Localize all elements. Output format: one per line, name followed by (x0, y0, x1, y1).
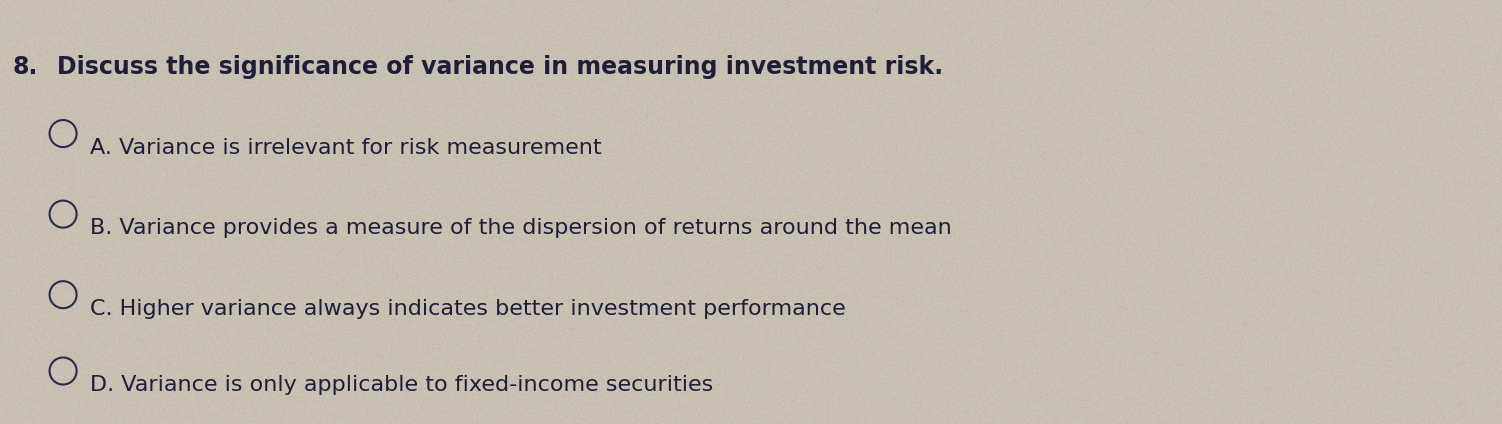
Text: A. Variance is irrelevant for risk measurement: A. Variance is irrelevant for risk measu… (90, 138, 602, 158)
Text: Discuss the significance of variance in measuring investment risk.: Discuss the significance of variance in … (57, 55, 943, 79)
Text: B. Variance provides a measure of the dispersion of returns around the mean: B. Variance provides a measure of the di… (90, 218, 952, 238)
Text: C. Higher variance always indicates better investment performance: C. Higher variance always indicates bett… (90, 299, 846, 319)
Text: D. Variance is only applicable to fixed-income securities: D. Variance is only applicable to fixed-… (90, 375, 713, 395)
Text: 8.: 8. (12, 55, 38, 79)
